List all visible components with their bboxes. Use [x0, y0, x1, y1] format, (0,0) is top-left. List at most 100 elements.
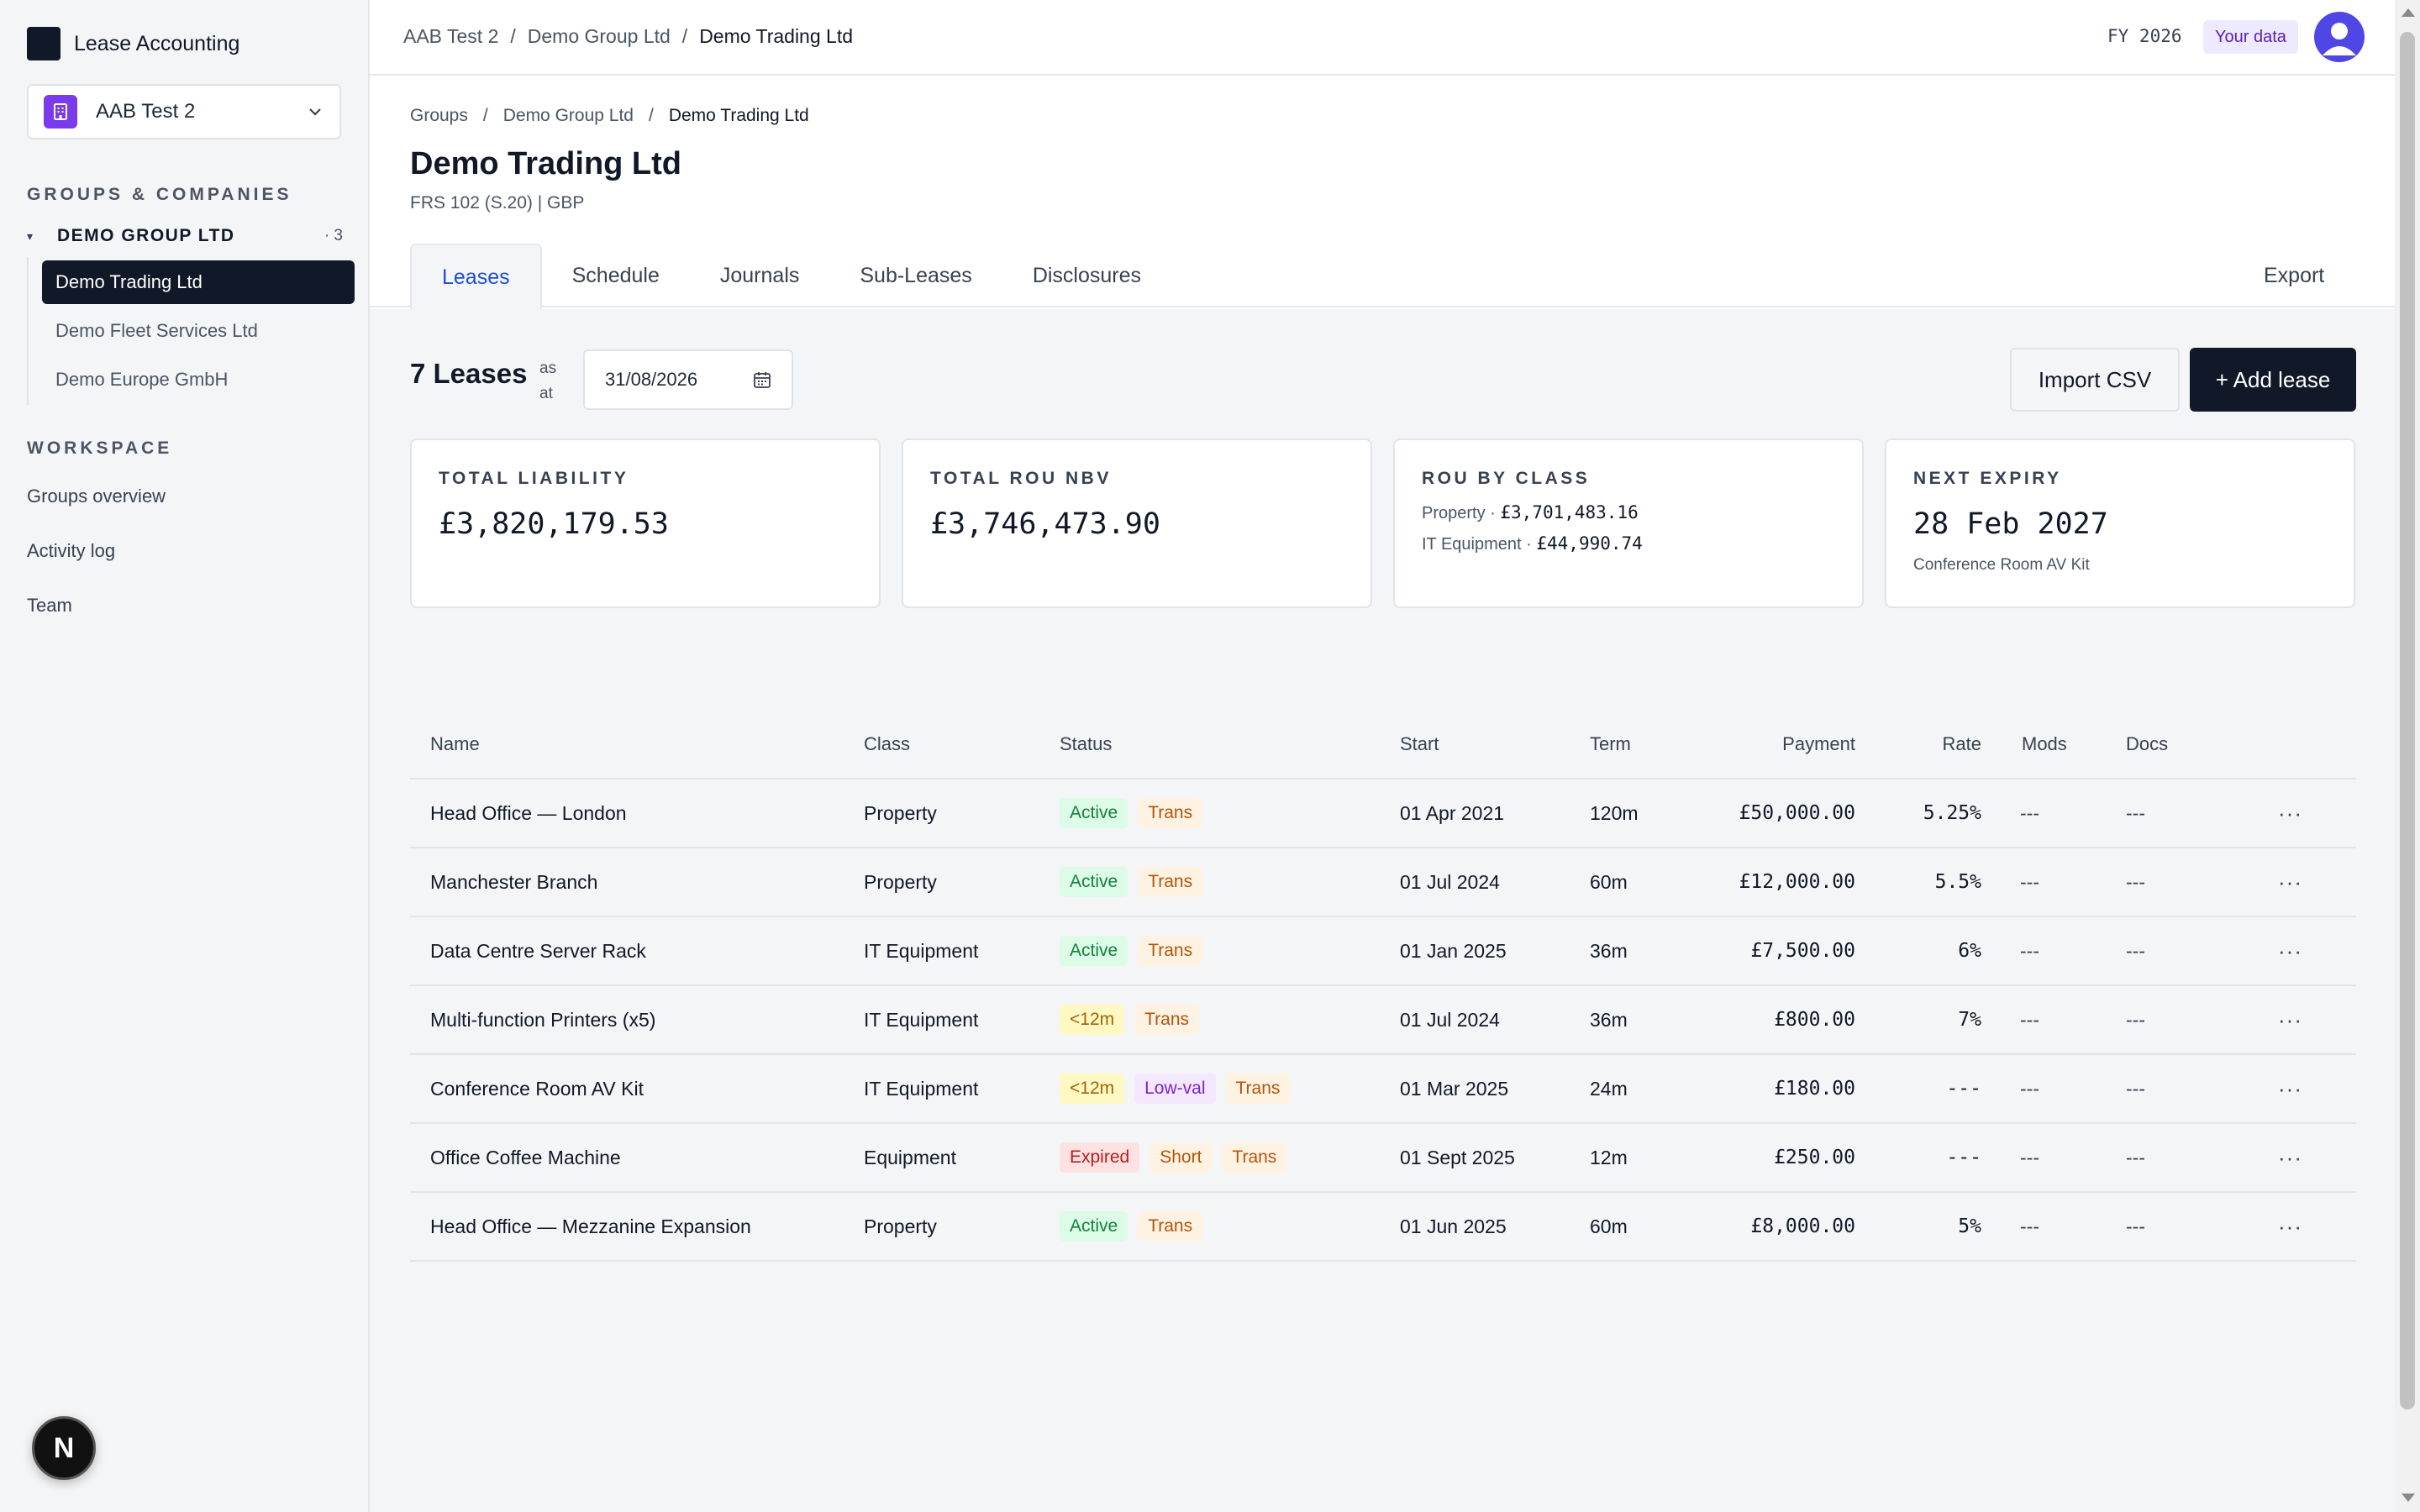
row-actions-menu-icon[interactable]: ···: [2278, 869, 2302, 895]
lease-status: <12m Low-val Trans: [1060, 1074, 1400, 1104]
as-at-date-input[interactable]: 31/08/2026: [583, 349, 793, 410]
brand[interactable]: Lease Accounting: [27, 27, 239, 60]
chevron-down-icon: [309, 108, 321, 116]
scrollbar-thumb[interactable]: [2400, 32, 2415, 1410]
table-body: Head Office — London Property Active Trans 0…: [410, 780, 2356, 1262]
your-data-badge[interactable]: Your data: [2203, 20, 2298, 54]
scroll-down-arrow-icon[interactable]: [2402, 1494, 2415, 1502]
building-icon: [44, 95, 77, 129]
col-header-start[interactable]: Start: [1400, 733, 1439, 754]
lease-name: Multi-function Printers (x5): [430, 1008, 656, 1031]
status-badge: Trans: [1138, 798, 1203, 828]
class-name: IT Equipment ·: [1422, 535, 1532, 554]
lease-docs: ---: [2126, 1077, 2145, 1100]
add-lease-button[interactable]: + Add lease: [2190, 348, 2356, 412]
row-actions-menu-icon[interactable]: ···: [2278, 1213, 2302, 1239]
tree-line: [27, 257, 29, 405]
card-label: TOTAL ROU NBV: [930, 469, 1112, 488]
groups-section-label: GROUPS & COMPANIES: [27, 185, 292, 204]
table-row[interactable]: Manchester Branch Property Active Trans 01 J…: [410, 848, 2356, 917]
lease-mods: ---: [2020, 1008, 2039, 1031]
company-item[interactable]: Demo Fleet Services Ltd: [55, 320, 258, 341]
top-bar: AAB Test 2 / Demo Group Ltd / Demo Tradi…: [370, 0, 2395, 76]
col-header-payment[interactable]: Payment: [1782, 733, 1855, 754]
lease-name: Head Office — Mezzanine Expansion: [430, 1215, 751, 1237]
breadcrumb-item[interactable]: Demo Group Ltd: [527, 25, 671, 47]
lease-rate: 5.5%: [1934, 871, 1981, 893]
lease-payment: £800.00: [1774, 1009, 1855, 1031]
page-header: Groups / Demo Group Ltd / Demo Trading L…: [370, 77, 2395, 309]
breadcrumb-separator: /: [510, 25, 516, 47]
nav-team[interactable]: Team: [27, 595, 72, 616]
lease-class: Property: [864, 801, 937, 824]
lease-start: 01 Mar 2025: [1400, 1077, 1509, 1100]
row-actions-menu-icon[interactable]: ···: [2278, 1075, 2302, 1101]
col-header-term[interactable]: Term: [1590, 733, 1631, 754]
import-csv-button[interactable]: Import CSV: [2010, 348, 2180, 412]
breadcrumb-item[interactable]: Groups: [410, 106, 468, 125]
col-header-mods[interactable]: Mods: [2022, 733, 2067, 754]
lease-payment: £7,500.00: [1750, 940, 1855, 962]
tab-disclosures[interactable]: Disclosures: [1032, 263, 1142, 287]
class-line: Property · £3,701,483.16: [1422, 502, 1835, 523]
lease-mods: ---: [2020, 801, 2039, 824]
page-breadcrumb: Groups / Demo Group Ltd / Demo Trading L…: [410, 106, 809, 126]
leases-panel: 7 Leases as at 31/08/2026 Import CSV + A…: [370, 309, 2395, 1512]
status-badge: <12m: [1060, 1005, 1125, 1035]
lease-start: 01 Jul 2024: [1400, 870, 1500, 893]
lease-term: 120m: [1590, 801, 1639, 824]
page-title: Demo Trading Ltd: [410, 146, 681, 181]
leases-table: Name Class Status Start Term Payment Rat…: [410, 711, 2356, 1262]
breadcrumb-item[interactable]: AAB Test 2: [403, 25, 499, 47]
col-header-status[interactable]: Status: [1060, 733, 1113, 754]
org-switcher[interactable]: AAB Test 2: [27, 84, 341, 139]
group-name: DEMO GROUP LTD: [57, 226, 235, 245]
dev-tools-button[interactable]: N: [32, 1416, 96, 1480]
tab-leases[interactable]: Leases: [410, 244, 542, 309]
tab-schedule[interactable]: Schedule: [571, 263, 660, 287]
group-item[interactable]: ▾ DEMO GROUP LTD · 3: [27, 223, 343, 249]
company-item[interactable]: Demo Trading Ltd: [42, 260, 355, 304]
card-note: Conference Room AV Kit: [1913, 556, 2090, 574]
col-header-rate[interactable]: Rate: [1942, 733, 1981, 754]
lease-mods: ---: [2020, 939, 2039, 962]
status-badge: Active: [1060, 798, 1128, 828]
breadcrumb-item[interactable]: Demo Group Ltd: [502, 106, 634, 125]
table-row[interactable]: Data Centre Server Rack IT Equipment Activ…: [410, 917, 2356, 986]
company-item[interactable]: Demo Europe GmbH: [55, 369, 229, 390]
tab-journals[interactable]: Journals: [719, 263, 800, 287]
nav-activity-log[interactable]: Activity log: [27, 540, 116, 561]
row-actions-menu-icon[interactable]: ···: [2278, 1006, 2302, 1032]
col-header-name[interactable]: Name: [430, 733, 480, 754]
page-subtitle: FRS 102 (S.20) | GBP: [410, 193, 585, 213]
calendar-icon[interactable]: [753, 370, 771, 389]
col-header-docs[interactable]: Docs: [2126, 733, 2169, 754]
breadcrumb-current: Demo Trading Ltd: [668, 106, 809, 125]
nav-groups-overview[interactable]: Groups overview: [27, 486, 166, 507]
caret-down-icon[interactable]: ▾: [27, 228, 34, 243]
lease-term: 60m: [1590, 1215, 1628, 1237]
table-row[interactable]: Conference Room AV Kit IT Equipment <12m Lo…: [410, 1055, 2356, 1124]
status-badge: Trans: [1138, 936, 1203, 966]
lease-payment: £12,000.00: [1739, 871, 1855, 893]
table-row[interactable]: Office Coffee Machine Equipment Expired Sho…: [410, 1124, 2356, 1193]
row-actions-menu-icon[interactable]: ···: [2278, 937, 2302, 963]
table-row[interactable]: Multi-function Printers (x5) IT Equipment…: [410, 986, 2356, 1055]
tab-sub-leases[interactable]: Sub-Leases: [860, 263, 972, 287]
lease-rate: 5.25%: [1923, 802, 1981, 824]
scroll-up-arrow-icon[interactable]: [2402, 8, 2415, 17]
table-row[interactable]: Head Office — London Property Active Trans 0…: [410, 780, 2356, 848]
user-avatar-icon[interactable]: [2314, 12, 2365, 62]
export-button[interactable]: Export: [2264, 264, 2325, 287]
table-row[interactable]: Head Office — Mezzanine Expansion Propert…: [410, 1193, 2356, 1262]
lease-class: IT Equipment: [864, 939, 979, 962]
col-header-class[interactable]: Class: [864, 733, 911, 754]
lease-payment: £50,000.00: [1739, 802, 1855, 824]
row-actions-menu-icon[interactable]: ···: [2278, 800, 2302, 826]
as-at-label: as at: [539, 360, 557, 402]
row-actions-menu-icon[interactable]: ···: [2278, 1144, 2302, 1170]
lease-payment: £8,000.00: [1750, 1215, 1855, 1237]
tab-bar: Leases Schedule Journals Sub-Leases Disc…: [410, 244, 1171, 309]
next-expiry-card: NEXT EXPIRY 28 Feb 2027 Conference Room …: [1885, 438, 2355, 608]
lease-status: Active Trans: [1060, 936, 1400, 966]
